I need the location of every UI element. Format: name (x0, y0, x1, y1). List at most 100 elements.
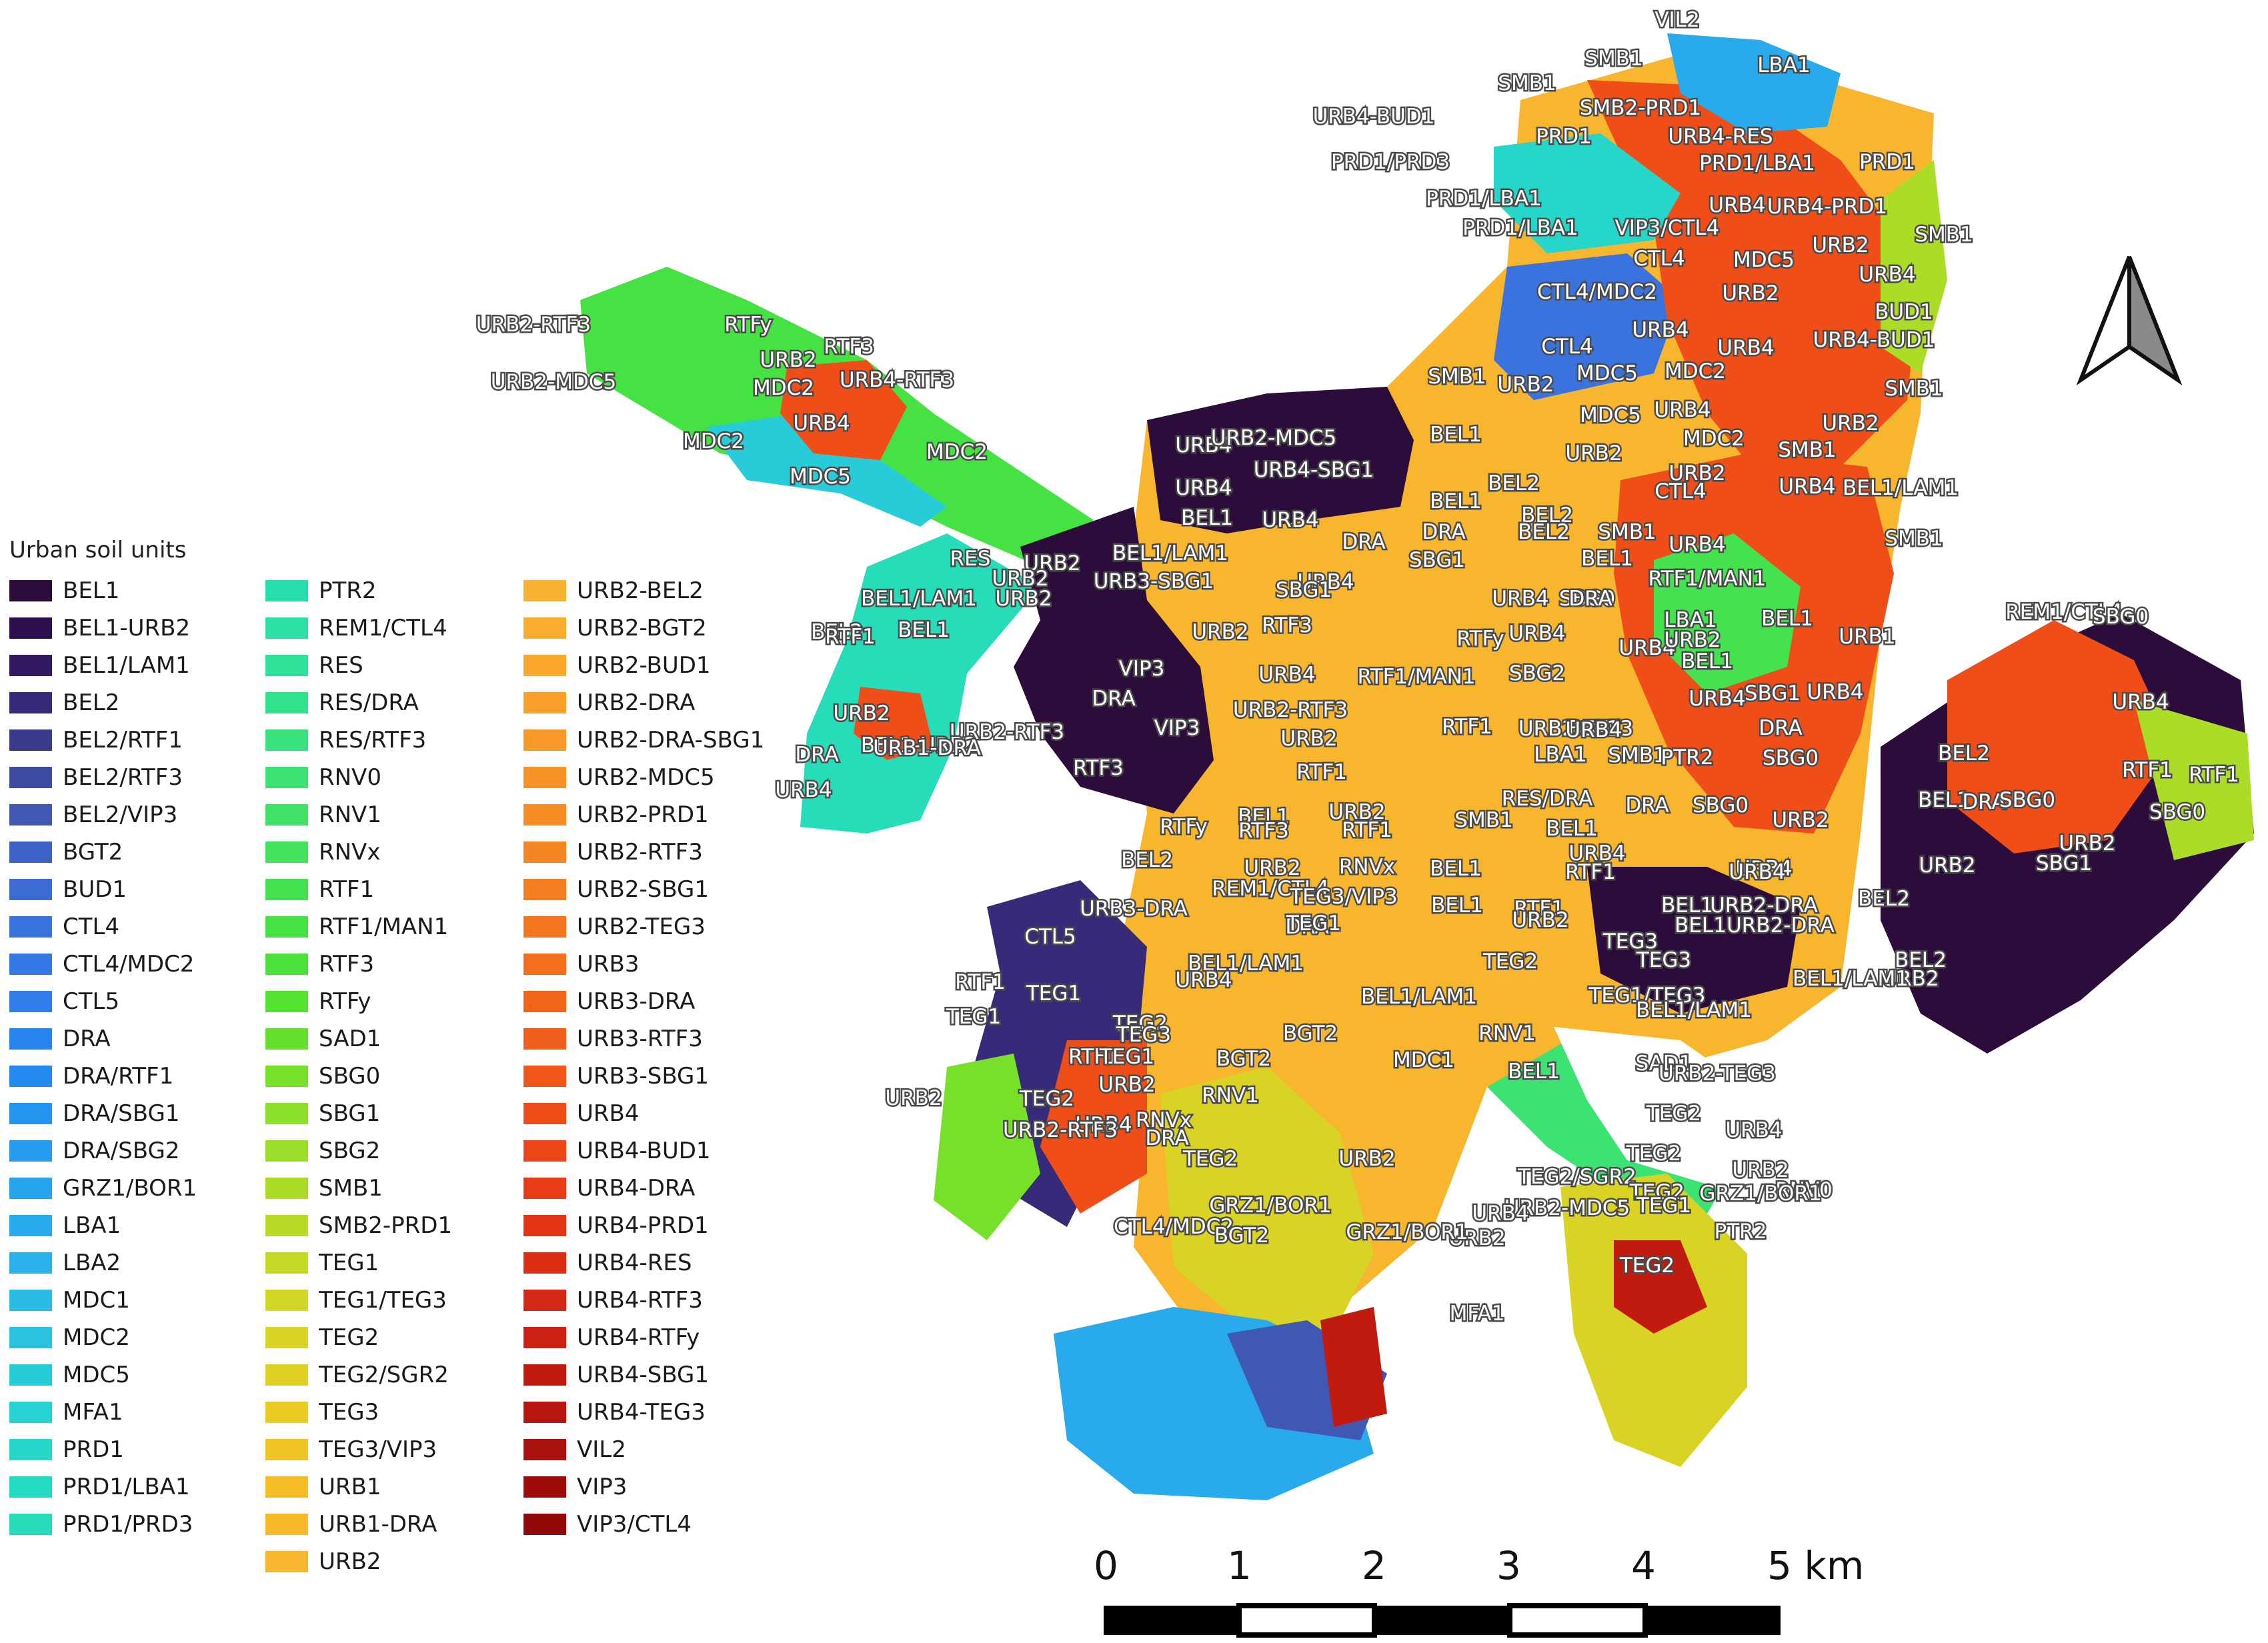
map-region-e-rtf (1654, 533, 1801, 693)
legend-item: BEL2/VIP3 (9, 796, 197, 834)
legend-item: TEG3 (265, 1394, 452, 1431)
legend-swatch (9, 1402, 52, 1423)
map-unit-label: BEL1/LAM1 (1636, 998, 1752, 1022)
map-unit-label: BEL1/LAM1 (1112, 541, 1228, 565)
map-unit-label: VIP3/CTL4 (1615, 216, 1720, 240)
legend-item: URB2-PRD1 (523, 796, 764, 834)
legend-label: BEL2/RTF3 (63, 764, 183, 791)
map-unit-label: URB4 (1807, 680, 1863, 704)
legend-item: URB1-DRA (265, 1506, 452, 1543)
map-unit-label: RNVx (1136, 1108, 1192, 1132)
map-unit-label: RTF1 (2122, 758, 2173, 782)
map-unit-label: URB4 (1668, 533, 1725, 557)
legend-swatch (523, 1215, 566, 1236)
map-unit-label: MDC5 (1576, 361, 1638, 385)
map-unit-label: RTF1 (1296, 760, 1347, 784)
map-unit-label: URB2 (1024, 551, 1080, 575)
legend-item: MDC2 (9, 1319, 197, 1356)
legend-swatch (9, 1364, 52, 1386)
legend-swatch (265, 767, 308, 788)
map-unit-label: TEG3 (1116, 1023, 1171, 1047)
legend-label: PRD1/PRD3 (63, 1511, 193, 1538)
legend-swatch (9, 916, 52, 938)
map-region-nw-mdc (707, 413, 947, 527)
map-unit-label: URB4-SBG1 (1254, 458, 1374, 482)
legend-swatch (265, 1066, 308, 1087)
map-unit-label: URB4 (1492, 587, 1548, 611)
map-unit-label: DRA (1092, 687, 1135, 711)
map-unit-label: DRA (1145, 1126, 1188, 1150)
legend-label: RES (319, 652, 363, 679)
legend-item: TEG2/SGR2 (265, 1356, 452, 1394)
legend-label: URB2-DRA-SBG1 (577, 727, 765, 753)
map-unit-label: REM1/CTL4 (1212, 877, 1329, 901)
map-region-w-vip (854, 687, 934, 760)
legend-item: RTF1 (265, 871, 452, 908)
legend-label: BEL2 (63, 689, 120, 716)
map-region-w-bel (1014, 507, 1214, 813)
map-unit-label: MDC2 (753, 376, 814, 400)
legend-label: URB2-SBG1 (577, 876, 710, 903)
map-unit-label: SBG0 (2093, 605, 2149, 629)
map-unit-label: BEL1 (1674, 914, 1727, 938)
legend-item: URB2 (265, 1543, 452, 1580)
legend-label: PTR2 (319, 577, 377, 604)
legend-swatch (265, 916, 308, 938)
legend-swatch (523, 729, 566, 751)
legend-swatch (265, 991, 308, 1012)
map-unit-label: TEG1 (1026, 982, 1081, 1006)
legend: Urban soil units BEL1 BEL1-URB2 BEL1/LAM1 B… (0, 0, 794, 1643)
legend-item: URB2-BEL2 (523, 572, 764, 609)
legend-label: BEL2/RTF1 (63, 727, 183, 753)
map-unit-label: RTF1 (955, 970, 1006, 994)
map-unit-label: RTFy (1160, 815, 1208, 839)
legend-item: TEG3/VIP3 (265, 1431, 452, 1468)
map-unit-label: PTR2 (1715, 1220, 1767, 1244)
legend-item: RES (265, 647, 452, 684)
map-unit-label: PRD1 (1859, 150, 1915, 174)
map-unit-label: TEG1 (1099, 1045, 1154, 1069)
legend-item: URB2-DRA-SBG1 (523, 721, 764, 759)
legend-swatch (265, 1103, 308, 1124)
map-unit-label: BEL1 (1508, 1060, 1560, 1084)
legend-label: CTL5 (63, 988, 120, 1015)
legend-label: MDC2 (63, 1324, 130, 1351)
map-unit-label: CTL4 (1541, 335, 1593, 359)
map-unit-label: RTF1 (1068, 1045, 1119, 1069)
map-unit-label: BGT2 (1216, 1047, 1271, 1071)
map-unit-label: URB4-BUD1 (1813, 328, 1935, 352)
legend-item: RNVx (265, 834, 452, 871)
map-unit-label: URB2 (1732, 1158, 1789, 1182)
legend-item: CTL5 (9, 983, 197, 1020)
map-unit-label: URB4 (1688, 687, 1745, 711)
legend-label: VIP3/CTL4 (577, 1511, 692, 1538)
map-unit-label: CTL4/MDC2 (1114, 1215, 1234, 1239)
legend-item: URB2-SBG1 (523, 871, 764, 908)
legend-item: VIP3 (523, 1468, 764, 1506)
legend-label: LBA1 (63, 1212, 121, 1239)
map-unit-label: URB2 (1448, 1226, 1505, 1250)
legend-label: URB4-SBG1 (577, 1362, 710, 1388)
map-unit-label: URB2 (2059, 832, 2115, 856)
map-unit-label: DRA (1285, 915, 1328, 939)
map-unit-label: SBG0 (1692, 793, 1749, 817)
legend-swatch (523, 1103, 566, 1124)
legend-label: RNV0 (319, 764, 381, 791)
map-region-ne-smb (1881, 160, 1947, 373)
legend-item: URB3-DRA (523, 983, 764, 1020)
map-unit-label: SMB1 (1498, 71, 1556, 95)
legend-item: LBA2 (9, 1244, 197, 1282)
legend-label: BGT2 (63, 839, 123, 866)
map-unit-label: URB2-MDC5 (491, 370, 616, 394)
map-unit-label: CTL4/MDC2 (1537, 280, 1657, 304)
legend-swatch (523, 1364, 566, 1386)
map-unit-label: RES/DRA (1502, 787, 1593, 811)
legend-item: BEL1-URB2 (9, 609, 197, 647)
map-unit-label: SBG0 (1763, 746, 1819, 770)
legend-item: URB2-BUD1 (523, 647, 764, 684)
legend-swatch (265, 729, 308, 751)
legend-swatch (265, 1439, 308, 1460)
map-region-s-red (1320, 1307, 1387, 1427)
map-unit-label: MDC2 (1683, 427, 1745, 451)
scale-tick-label: 0 (1094, 1543, 1118, 1588)
